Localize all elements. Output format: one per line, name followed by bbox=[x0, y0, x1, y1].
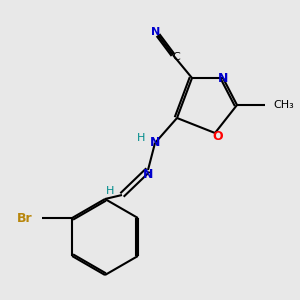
Text: H: H bbox=[137, 133, 145, 143]
Text: N: N bbox=[218, 71, 228, 85]
Text: CH₃: CH₃ bbox=[273, 100, 294, 110]
Text: Br: Br bbox=[16, 212, 32, 224]
Text: C: C bbox=[172, 52, 180, 62]
Text: N: N bbox=[143, 167, 153, 181]
Text: N: N bbox=[152, 27, 160, 37]
Text: N: N bbox=[150, 136, 160, 149]
Text: O: O bbox=[213, 130, 223, 143]
Text: H: H bbox=[106, 186, 114, 196]
